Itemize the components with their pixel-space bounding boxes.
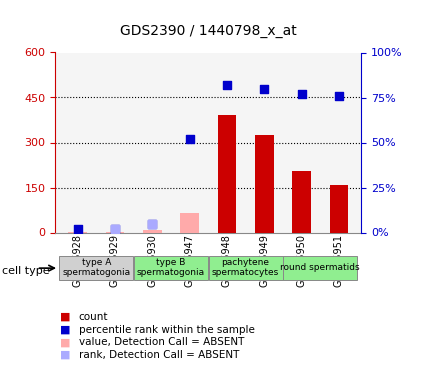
Text: rank, Detection Call = ABSENT: rank, Detection Call = ABSENT <box>79 350 239 360</box>
Text: pachytene
spermatocytes: pachytene spermatocytes <box>212 258 279 277</box>
Text: cell type: cell type <box>2 266 50 276</box>
Point <box>224 82 230 88</box>
Text: ■: ■ <box>60 338 70 347</box>
Point <box>186 136 193 142</box>
Text: type A
spermatogonia: type A spermatogonia <box>62 258 130 277</box>
Point <box>149 220 156 226</box>
Bar <box>180 213 199 232</box>
FancyBboxPatch shape <box>134 256 208 280</box>
FancyBboxPatch shape <box>60 256 133 280</box>
Text: GDS2390 / 1440798_x_at: GDS2390 / 1440798_x_at <box>120 24 297 38</box>
Point <box>298 91 305 97</box>
Text: ■: ■ <box>60 350 70 360</box>
Point <box>261 86 268 92</box>
Bar <box>143 230 162 232</box>
Bar <box>292 171 311 232</box>
Bar <box>180 213 199 232</box>
Text: ■: ■ <box>60 325 70 334</box>
Bar <box>255 135 274 232</box>
Point <box>335 93 342 99</box>
Bar <box>218 116 236 232</box>
FancyBboxPatch shape <box>283 256 357 280</box>
Text: ■: ■ <box>60 312 70 322</box>
Point <box>149 220 156 226</box>
Text: percentile rank within the sample: percentile rank within the sample <box>79 325 255 334</box>
Text: count: count <box>79 312 108 322</box>
Text: value, Detection Call = ABSENT: value, Detection Call = ABSENT <box>79 338 244 347</box>
Point <box>74 226 81 232</box>
Bar <box>329 184 348 232</box>
Bar <box>143 230 162 232</box>
Text: type B
spermatogonia: type B spermatogonia <box>137 258 205 277</box>
Point <box>111 226 118 232</box>
Text: round spermatids: round spermatids <box>280 263 360 272</box>
FancyBboxPatch shape <box>209 256 283 280</box>
Point <box>111 226 118 232</box>
